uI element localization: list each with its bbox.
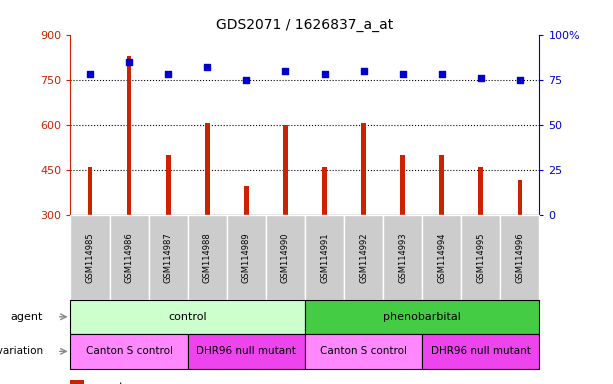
Point (476, 75, 485, 81)
Bar (517, 180, 522, 215)
Text: GSM114992: GSM114992 (359, 232, 368, 283)
Text: phenobarbital: phenobarbital (383, 312, 461, 322)
Bar (283, 125, 287, 215)
Point (163, 71, 173, 77)
Bar (70, 334, 188, 369)
Text: count: count (92, 382, 123, 384)
Text: GSM114996: GSM114996 (516, 232, 524, 283)
Bar (383, 215, 422, 300)
Bar (322, 167, 327, 215)
Text: agent: agent (11, 312, 43, 322)
Text: GSM114988: GSM114988 (203, 232, 211, 283)
Bar (462, 215, 500, 300)
Bar (422, 334, 539, 369)
Point (202, 64, 212, 70)
Bar (88, 167, 93, 215)
Bar (110, 215, 149, 300)
Text: genotype/variation: genotype/variation (0, 346, 43, 356)
Bar (70, 380, 84, 384)
Title: GDS2071 / 1626837_a_at: GDS2071 / 1626837_a_at (216, 18, 394, 32)
Point (398, 71, 408, 77)
Point (85, 71, 95, 77)
Bar (205, 123, 210, 215)
Bar (440, 155, 444, 215)
Bar (149, 215, 188, 300)
Text: control: control (169, 312, 207, 322)
Point (515, 77, 525, 83)
Bar (127, 56, 131, 215)
Bar (400, 155, 405, 215)
Bar (422, 215, 462, 300)
Point (437, 71, 447, 77)
Point (359, 68, 368, 74)
Text: GSM114989: GSM114989 (242, 232, 251, 283)
Bar (305, 334, 422, 369)
Bar (70, 215, 110, 300)
Text: DHR96 null mutant: DHR96 null mutant (196, 346, 296, 356)
Point (242, 77, 251, 83)
Bar (188, 215, 227, 300)
Text: Canton S control: Canton S control (320, 346, 407, 356)
Text: GSM114991: GSM114991 (320, 232, 329, 283)
Text: GSM114993: GSM114993 (398, 232, 407, 283)
Bar (266, 215, 305, 300)
Bar (500, 215, 539, 300)
Text: DHR96 null mutant: DHR96 null mutant (431, 346, 531, 356)
Text: GSM114994: GSM114994 (437, 232, 446, 283)
Text: GSM114985: GSM114985 (86, 232, 94, 283)
Text: GSM114987: GSM114987 (164, 232, 173, 283)
Bar (227, 215, 266, 300)
Point (281, 68, 291, 74)
Text: GSM114990: GSM114990 (281, 232, 290, 283)
Bar (166, 155, 170, 215)
Text: Canton S control: Canton S control (86, 346, 173, 356)
Bar (361, 123, 366, 215)
Text: GSM114986: GSM114986 (124, 232, 134, 283)
Bar (244, 187, 249, 215)
Bar (188, 334, 305, 369)
Bar (305, 300, 539, 334)
Text: GSM114995: GSM114995 (476, 232, 485, 283)
Point (319, 71, 329, 77)
Point (124, 59, 134, 65)
Bar (70, 300, 305, 334)
Bar (344, 215, 383, 300)
Bar (479, 167, 483, 215)
Bar (305, 215, 344, 300)
